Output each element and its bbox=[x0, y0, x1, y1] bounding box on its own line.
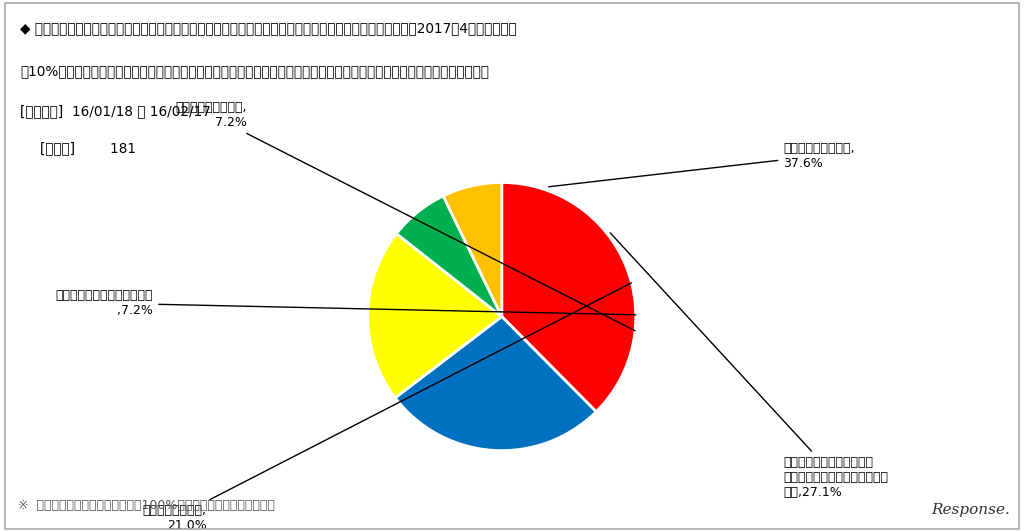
Wedge shape bbox=[502, 182, 636, 412]
Wedge shape bbox=[443, 182, 502, 317]
Text: Response.: Response. bbox=[931, 503, 1010, 518]
Wedge shape bbox=[396, 196, 502, 317]
Text: [投票数]        181: [投票数] 181 bbox=[40, 141, 136, 155]
Wedge shape bbox=[395, 317, 596, 451]
Text: まったく影響がない,
7.2%: まったく影響がない, 7.2% bbox=[175, 102, 635, 331]
Text: 大いに影響を与える,
37.6%: 大いに影響を与える, 37.6% bbox=[549, 142, 855, 187]
Text: ※  端数処理のため、割合の合計は100%にならない場合があります。: ※ 端数処理のため、割合の合計は100%にならない場合があります。 bbox=[18, 499, 275, 512]
Text: [投票期間]  16/01/18 ～ 16/02/17: [投票期間] 16/01/18 ～ 16/02/17 bbox=[20, 104, 211, 118]
Text: 影響を与える可能性もある
が、まだそこまで深く考えてい
ない,27.1%: 影響を与える可能性もある が、まだそこまで深く考えてい ない,27.1% bbox=[610, 233, 888, 499]
Text: あまり影響を与えないと思う
,7.2%: あまり影響を与えないと思う ,7.2% bbox=[55, 289, 636, 317]
Text: ◆ 現在、キャンピングカーを新規購入するか、もしくは買い替えを計画されている方にお尋ねいたします。2017年4月から消費税: ◆ 現在、キャンピングカーを新規購入するか、もしくは買い替えを計画されている方に… bbox=[20, 21, 517, 35]
Wedge shape bbox=[368, 234, 502, 398]
Text: を10%に増税することが決定されていますが、今回の消費税アップは、キャンピングカー購入計画に影響を与えそうですか？: を10%に増税することが決定されていますが、今回の消費税アップは、キャンピングカ… bbox=[20, 64, 489, 78]
Text: 多少影響を与える,
21.0%: 多少影響を与える, 21.0% bbox=[142, 283, 632, 531]
